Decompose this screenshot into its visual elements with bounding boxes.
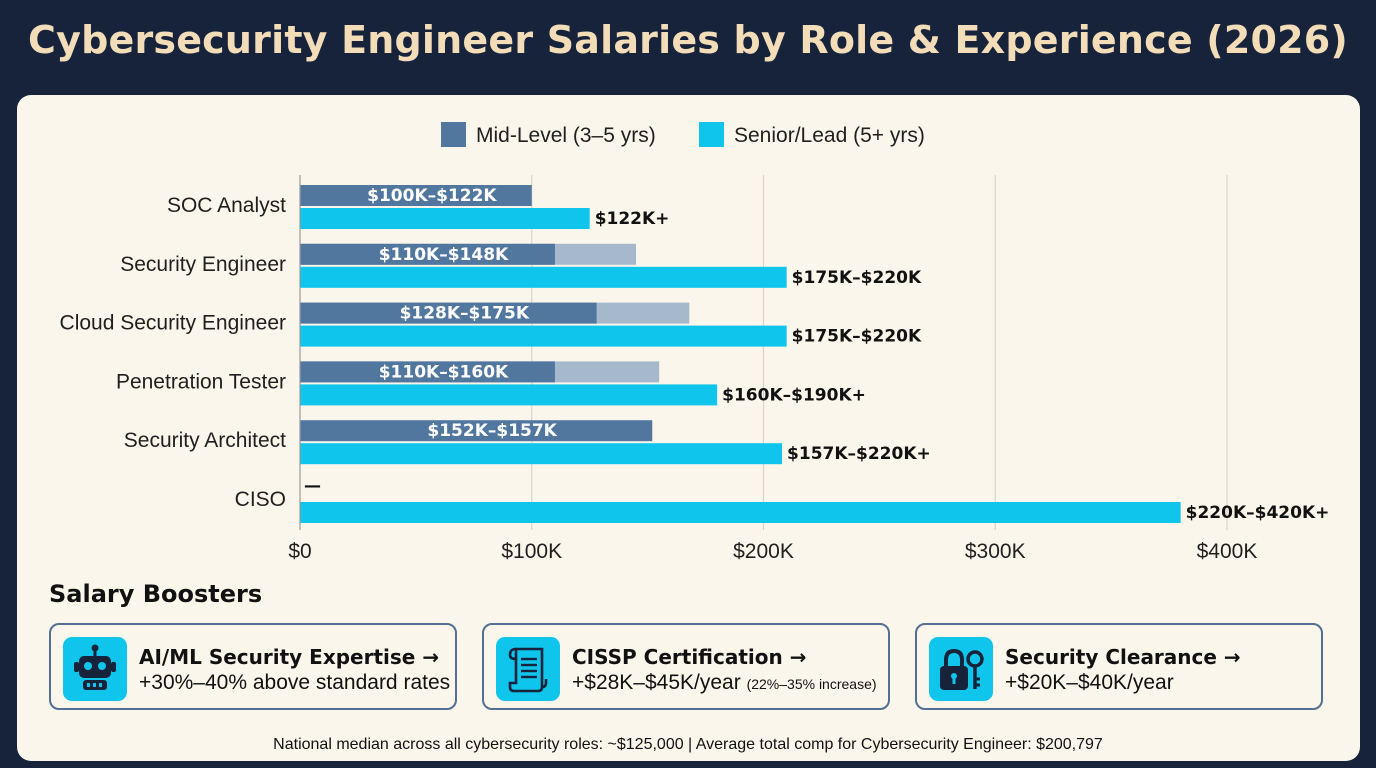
category-label: Cloud Security Engineer	[60, 312, 286, 335]
bar-senior	[300, 502, 1181, 523]
data-label-mid: $128K–$175K	[400, 304, 530, 324]
legend-swatch	[441, 122, 466, 147]
data-label-senior: $122K+	[595, 209, 670, 229]
booster-title: AI/ML Security Expertise →	[139, 645, 440, 669]
lock-key-icon	[929, 637, 993, 701]
legend-label: Mid-Level (3–5 yrs)	[476, 124, 656, 147]
data-label-senior: $175K–$220K	[792, 268, 922, 288]
bar-mid	[300, 243, 555, 265]
bar-senior	[300, 266, 787, 288]
data-label-mid: $110K–$160K	[379, 362, 509, 382]
axes: $0 $100K $200K $300K $400K SOC Analyst Securit…	[60, 175, 1258, 563]
booster-note: (22%–35% increase)	[746, 676, 877, 692]
data-label-senior: $160K–$190K+	[722, 385, 866, 405]
certificate-scroll-icon	[496, 637, 560, 701]
grid-lines	[531, 175, 1228, 530]
bar-mid	[300, 185, 532, 206]
x-tick-label: $400K	[1197, 540, 1258, 563]
data-label-mid: $110K–$148K	[379, 245, 509, 265]
category-label: Security Engineer	[120, 253, 286, 276]
data-label-senior: $175K–$220K	[792, 327, 922, 347]
bar-senior	[300, 208, 590, 229]
booster-card-cissp: CISSP Certification → +$28K–$45K/year (2…	[482, 623, 890, 710]
booster-subtitle: +$28K–$45K/year (22%–35% increase)	[572, 671, 877, 695]
x-tick-label: $300K	[965, 540, 1026, 563]
bars	[300, 185, 1181, 523]
category-label: CISO	[235, 488, 286, 511]
bar-senior	[300, 325, 787, 347]
bar-labels: $100K–$122K $122K+ $110K–$148K $175K–$220K $…	[304, 186, 1329, 523]
data-label-senior: $220K–$420K+	[1186, 503, 1330, 523]
bar-mid	[300, 302, 597, 324]
booster-title: CISSP Certification →	[572, 645, 807, 669]
x-tick-label: $200K	[733, 540, 794, 563]
category-label: Penetration Tester	[116, 370, 286, 393]
chart-title: Cybersecurity Engineer Salaries by Role …	[28, 18, 1348, 62]
legend-label: Senior/Lead (5+ yrs)	[734, 124, 925, 147]
legend-swatch	[699, 122, 724, 147]
salary-bar-chart: $100K–$122K$122K+$110K–$148K$175K–$220K$…	[60, 122, 1329, 563]
x-tick-label: $0	[288, 540, 311, 563]
bar-mid	[300, 420, 653, 442]
bar-senior	[300, 384, 718, 406]
data-label-mid: $100K–$122K	[367, 186, 497, 206]
data-label-mid: $152K–$157K	[427, 421, 557, 441]
legend: Mid-Level (3–5 yrs) Senior/Lead (5+ yrs)	[441, 122, 925, 147]
robot-icon	[63, 637, 127, 701]
footnote: National median across all cybersecurity…	[273, 736, 1103, 753]
bar-mid	[300, 361, 555, 383]
category-label: SOC Analyst	[167, 194, 286, 217]
booster-card-clearance: Security Clearance → +$20K–$40K/year	[915, 623, 1323, 710]
category-label: Security Architect	[124, 429, 286, 452]
booster-card-aiml: AI/ML Security Expertise → +30%–40% abov…	[49, 623, 457, 710]
data-label-senior: $157K–$220K+	[787, 444, 931, 464]
salary-boosters-heading: Salary Boosters	[49, 580, 263, 608]
booster-subtitle: +30%–40% above standard rates	[139, 671, 451, 694]
booster-subtitle: +$20K–$40K/year	[1005, 671, 1174, 694]
x-tick-label: $100K	[501, 540, 562, 563]
booster-title: Security Clearance →	[1005, 645, 1241, 669]
data-label-mid: —	[304, 476, 321, 496]
booster-subtitle-value: +$28K–$45K/year	[572, 671, 741, 694]
bar-senior	[300, 443, 783, 465]
